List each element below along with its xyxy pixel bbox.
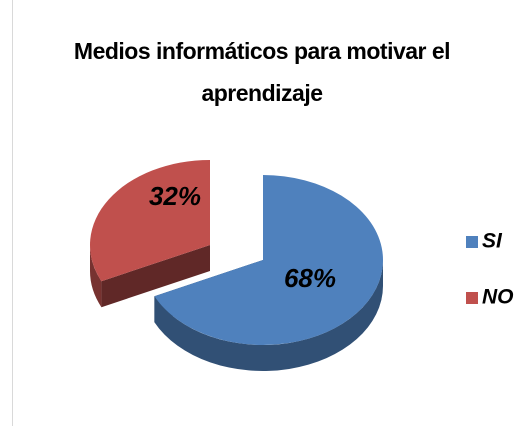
chart-title: Medios informáticos para motivar el apre… bbox=[73, 38, 451, 106]
data-label: 32% bbox=[149, 181, 201, 211]
chart-frame bbox=[12, 0, 524, 426]
slice-top bbox=[154, 175, 383, 345]
legend-label: SI bbox=[482, 230, 503, 253]
slice-side bbox=[154, 260, 383, 371]
slice bbox=[89, 160, 210, 308]
data-label: 68% bbox=[284, 263, 336, 293]
legend-swatch bbox=[466, 292, 478, 304]
slice bbox=[154, 175, 383, 371]
legend-swatch bbox=[466, 236, 478, 248]
slice-side bbox=[90, 245, 102, 308]
legend-label: NO bbox=[482, 286, 514, 309]
slice-face bbox=[101, 245, 210, 308]
slice-top bbox=[89, 160, 210, 282]
